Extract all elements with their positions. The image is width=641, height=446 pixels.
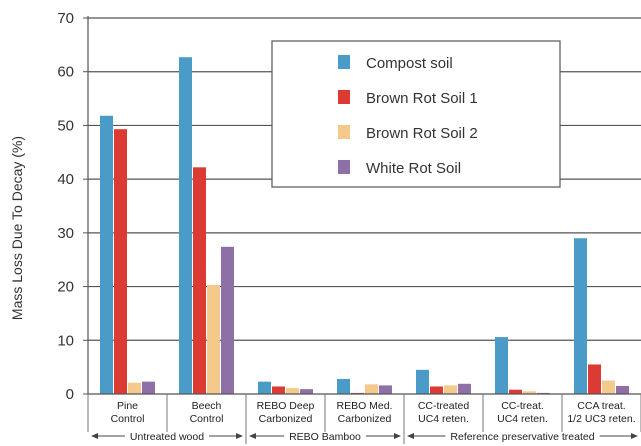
- group-arrow-head: [631, 433, 638, 439]
- group-label: Reference preservative treated: [450, 431, 594, 443]
- group-arrow-head: [236, 433, 243, 439]
- bar: [142, 381, 155, 394]
- y-tick-label: 60: [57, 64, 74, 81]
- legend-label: Brown Rot Soil 1: [366, 90, 478, 107]
- bar: [193, 167, 206, 394]
- category-label: UC4 reten.: [497, 413, 548, 425]
- legend-box: [271, 40, 561, 188]
- bar: [221, 246, 234, 394]
- bar: [379, 385, 392, 394]
- bar: [272, 386, 285, 394]
- group-label: REBO Bamboo: [289, 431, 361, 443]
- legend: Compost soil Brown Rot Soil 1 Brown Rot So…: [271, 40, 561, 188]
- y-tick-label: 30: [57, 225, 74, 242]
- bar: [300, 389, 313, 394]
- legend-label: Brown Rot Soil 2: [366, 125, 478, 142]
- bar: [458, 383, 471, 394]
- y-tick-label: 40: [57, 171, 74, 188]
- legend-swatch: [338, 90, 350, 104]
- category-label: 1/2 UC3 reten.: [567, 413, 635, 425]
- category-label: UC4 reten.: [418, 413, 469, 425]
- category-label: REBO Deep: [257, 400, 315, 412]
- category-label: Carbonized: [338, 413, 392, 425]
- y-tick-label: 0: [66, 386, 74, 403]
- group-arrow-head: [249, 433, 256, 439]
- bars: [100, 57, 629, 395]
- bar: [416, 369, 429, 394]
- y-axis-title: Mass Loss Due To Decay (%): [9, 136, 25, 320]
- bar: [588, 364, 601, 394]
- bar: [430, 386, 443, 394]
- category-label: Pine: [117, 400, 138, 412]
- category-label: Beech: [192, 400, 222, 412]
- axes: 0 10 20 30 40 50 60 70: [57, 10, 641, 403]
- bar: [207, 284, 220, 394]
- bar: [602, 380, 615, 394]
- group-arrow-head: [394, 433, 401, 439]
- legend-swatch: [338, 55, 350, 69]
- group-arrow-head: [91, 433, 98, 439]
- y-tick-label: 10: [57, 332, 74, 349]
- bar: [574, 238, 587, 394]
- group-labels: Untreated wood REBO Bamboo Reference prese…: [91, 431, 638, 444]
- y-tick-label: 70: [57, 10, 74, 27]
- category-label: REBO Med.: [336, 400, 392, 412]
- group-arrow-head: [407, 433, 414, 439]
- bar: [179, 57, 192, 395]
- bar: [509, 389, 522, 394]
- bar: [616, 385, 629, 394]
- category-label: CCA treat.: [577, 400, 625, 412]
- bar: [128, 382, 141, 394]
- legend-label: Compost soil: [366, 55, 453, 72]
- y-tick-label: 20: [57, 279, 74, 296]
- bar: [365, 384, 378, 394]
- bar: [444, 385, 457, 394]
- legend-swatch: [338, 125, 350, 139]
- category-label: CC-treated: [418, 400, 470, 412]
- category-label: Control: [190, 413, 224, 425]
- group-label: Untreated wood: [130, 431, 204, 443]
- category-label: Control: [111, 413, 145, 425]
- bar: [495, 337, 508, 394]
- y-tick-label: 50: [57, 117, 74, 134]
- bar: [337, 378, 350, 394]
- legend-label: White Rot Soil: [366, 160, 461, 177]
- legend-swatch: [338, 160, 350, 174]
- bar: [258, 381, 271, 394]
- category-label: Carbonized: [259, 413, 313, 425]
- bar: [523, 391, 536, 394]
- bar: [286, 388, 299, 394]
- bar: [100, 115, 113, 394]
- category-label: CC-treat.: [501, 400, 544, 412]
- bar: [114, 129, 127, 394]
